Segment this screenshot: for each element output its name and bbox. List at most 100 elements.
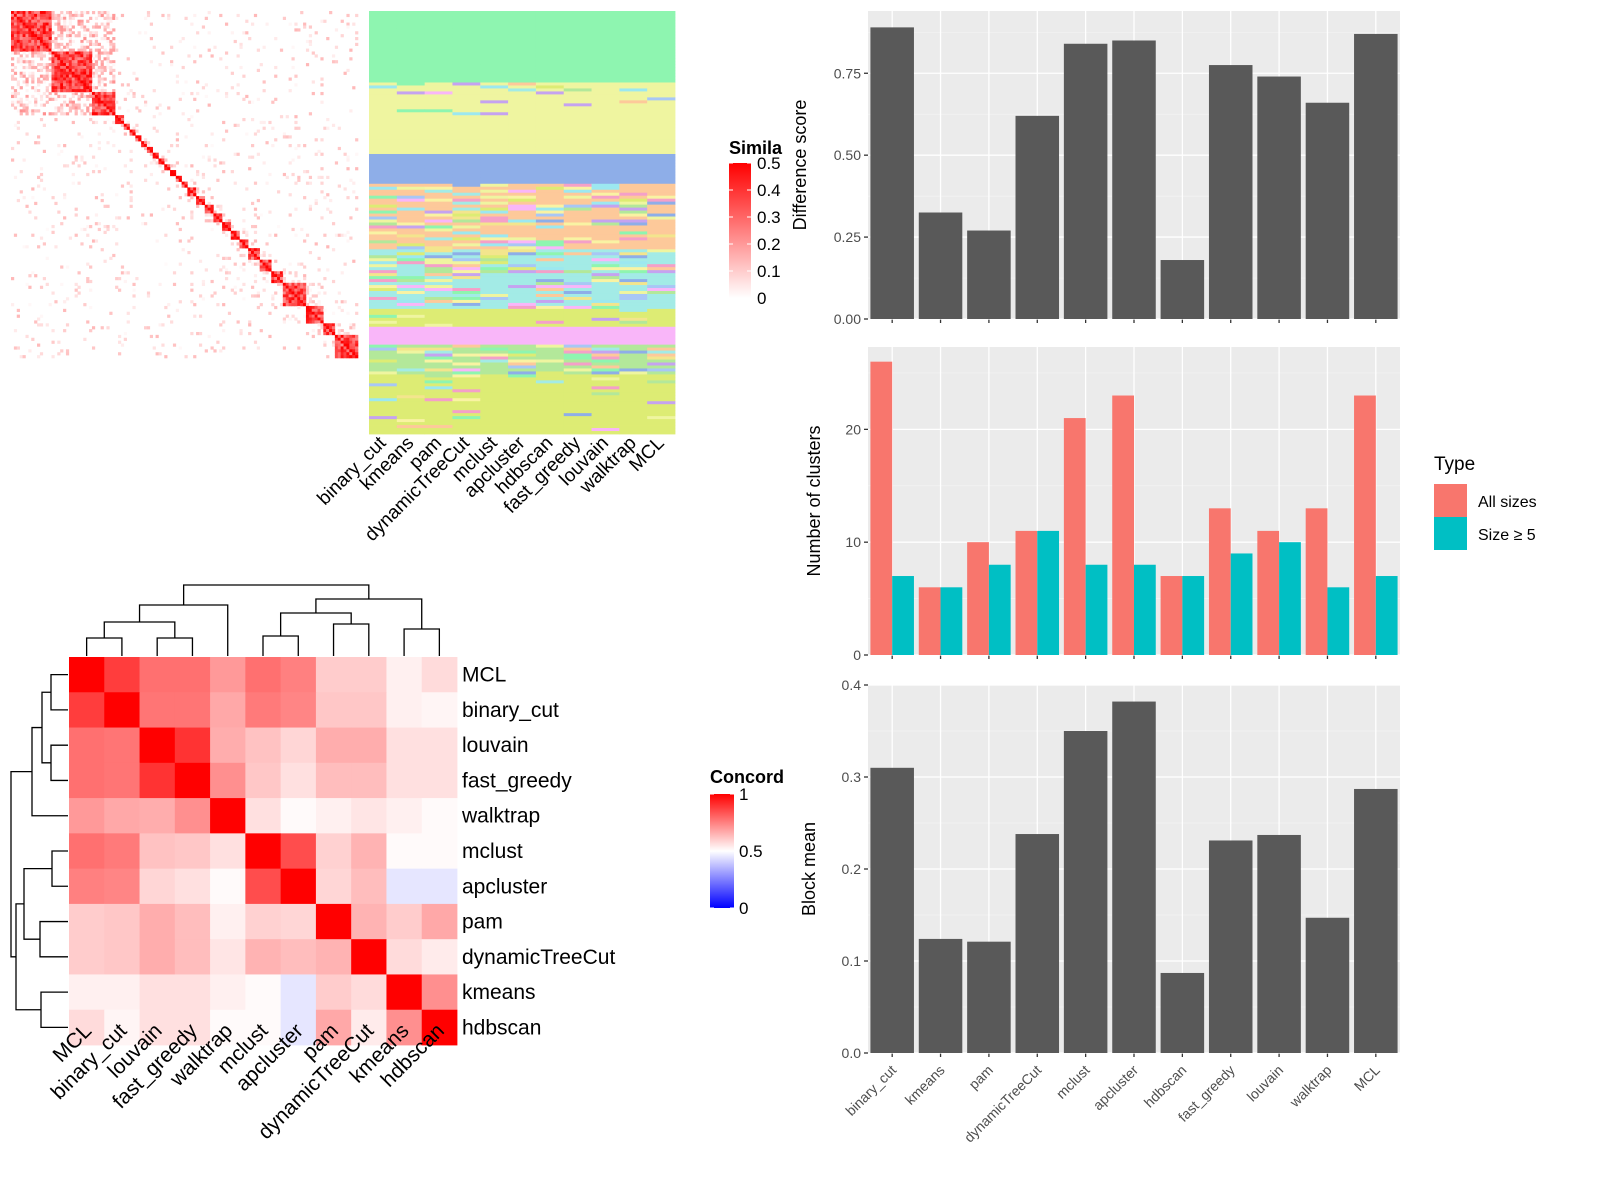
similarity-cell: [68, 80, 73, 84]
membership-cell: [591, 22, 620, 27]
membership-cell: [647, 159, 676, 164]
membership-cell: [508, 371, 537, 375]
similarity-cell: [97, 83, 101, 87]
membership-cell: [563, 311, 592, 316]
membership-cell: [619, 70, 648, 74]
similarity-cell: [190, 91, 194, 96]
similarity-cell: [45, 19, 49, 23]
similarity-cell: [207, 213, 211, 217]
membership-cell: [619, 428, 648, 432]
membership-cell: [369, 407, 398, 411]
similarity-cell: [196, 80, 200, 84]
membership-cell: [424, 153, 453, 158]
similarity-cell: [112, 77, 116, 81]
similarity-cell: [161, 170, 165, 174]
similarity-cell: [123, 97, 127, 101]
similarity-cell: [349, 343, 353, 347]
similarity-cell: [80, 91, 84, 96]
similarity-cell: [253, 256, 258, 260]
membership-cell: [508, 213, 537, 217]
membership-cell: [452, 16, 481, 21]
membership-cell: [535, 308, 565, 313]
similarity-cell: [74, 288, 78, 292]
membership-cell: [369, 380, 398, 384]
membership-cell: [480, 237, 509, 241]
membership-cell: [647, 103, 676, 107]
similarity-cell: [196, 91, 200, 96]
similarity-cell: [346, 22, 350, 26]
membership-cell: [535, 431, 565, 435]
similarity-cell: [320, 326, 324, 330]
similarity-cell: [291, 158, 295, 162]
similarity-cell: [34, 42, 38, 46]
similarity-cell: [172, 207, 177, 211]
similarity-cell: [80, 242, 84, 246]
membership-cell: [619, 171, 648, 176]
concordance-cell: [139, 974, 176, 1011]
membership-cell: [563, 234, 592, 238]
similarity-cell: [22, 37, 26, 41]
membership-cell: [396, 401, 426, 405]
membership-cell: [369, 386, 398, 390]
similarity-cell: [219, 323, 223, 327]
similarity-cell: [22, 109, 26, 113]
membership-cell: [535, 64, 565, 68]
membership-cell: [647, 156, 676, 161]
membership-cell: [591, 276, 620, 280]
similarity-cell: [34, 100, 38, 104]
similarity-cell: [16, 103, 20, 107]
similarity-cell: [187, 239, 191, 243]
similarity-cell: [77, 132, 81, 136]
similarity-cell: [210, 207, 214, 211]
membership-cell: [369, 237, 398, 241]
similarity-cell: [106, 60, 110, 64]
similarity-cell: [117, 334, 122, 339]
similarity-cell: [251, 256, 255, 260]
similarity-cell: [239, 265, 243, 269]
similarity-cell: [109, 112, 113, 116]
similarity-cell: [57, 42, 61, 46]
membership-cell: [619, 308, 648, 313]
membership-cell: [647, 91, 676, 95]
membership-cell: [647, 276, 676, 280]
concordance-cell: [280, 939, 317, 975]
similarity-cell: [68, 236, 73, 240]
similarity-cell: [48, 91, 52, 96]
similarity-cell: [268, 120, 272, 125]
membership-cell: [480, 34, 509, 39]
membership-cell: [396, 183, 426, 188]
membership-cell: [396, 168, 426, 173]
similarity-cell: [71, 181, 75, 185]
similarity-cell: [152, 346, 156, 350]
similarity-cell: [219, 219, 223, 223]
membership-cell: [647, 383, 676, 387]
similarity-cell: [201, 201, 206, 206]
similarity-cell: [227, 224, 232, 229]
membership-cell: [369, 350, 398, 354]
membership-cell: [619, 237, 648, 241]
membership-cell: [535, 67, 565, 71]
membership-cell: [619, 225, 648, 229]
similarity-cell: [355, 352, 359, 356]
membership-cell: [424, 252, 453, 256]
membership-cell: [369, 130, 398, 134]
similarity-cell: [71, 39, 75, 44]
similarity-cell: [11, 31, 15, 35]
membership-cell: [396, 249, 426, 253]
similarity-cell: [337, 126, 341, 130]
concordance-cell: [351, 657, 387, 693]
membership-cell: [619, 145, 648, 149]
similarity-cell: [91, 346, 96, 350]
similarity-cell: [80, 83, 84, 87]
similarity-cell: [132, 288, 136, 292]
similarity-cell: [305, 311, 310, 315]
similarity-cell: [94, 65, 99, 70]
similarity-cell: [39, 34, 44, 38]
similarity-cell: [63, 25, 67, 29]
similarity-cell: [355, 31, 359, 35]
similarity-cell: [34, 51, 38, 55]
membership-cell: [508, 368, 537, 372]
similarity-cell: [300, 11, 304, 15]
membership-heatmap: binary_cutkmeanspamdynamicTreeCutmclusta…: [314, 11, 676, 546]
membership-cell: [480, 228, 509, 232]
